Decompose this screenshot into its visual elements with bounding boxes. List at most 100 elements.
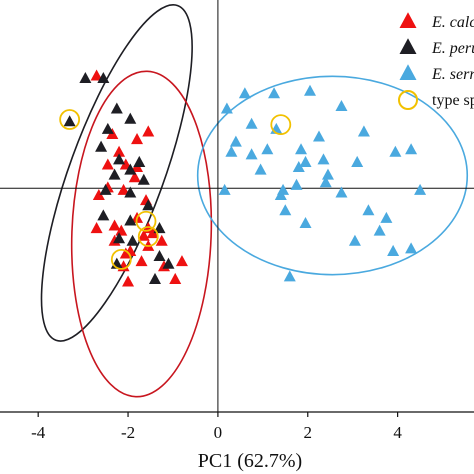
point-e-serr: [304, 84, 317, 96]
point-e-serr: [362, 204, 375, 216]
point-e-peru: [108, 168, 121, 180]
point-e-calc: [92, 188, 105, 201]
point-e-serr: [283, 270, 296, 282]
data-points: [59, 69, 427, 287]
type-specimen-marker: [59, 109, 81, 130]
point-e-serr: [348, 234, 361, 246]
point-e-serr: [321, 168, 334, 180]
x-tick-label: 0: [214, 423, 223, 442]
point-e-peru: [124, 112, 137, 124]
point-e-serr: [380, 211, 393, 223]
point-e-peru: [113, 232, 126, 244]
point-e-peru: [97, 209, 110, 221]
point-e-calc: [122, 275, 135, 287]
point-e-calc: [115, 224, 128, 236]
point-e-calc: [108, 219, 121, 231]
point-e-serr: [357, 125, 370, 137]
series-e-peru: [63, 71, 175, 284]
type-specimen-marker: [110, 249, 132, 270]
legend-marker: [399, 38, 417, 54]
x-tick-label: 2: [304, 423, 313, 442]
point-e-serr: [299, 155, 312, 167]
point-e-calc: [90, 222, 103, 234]
point-e-serr: [351, 155, 364, 167]
point-e-serr: [335, 186, 348, 198]
point-e-serr: [238, 87, 251, 99]
point-e-peru: [110, 102, 123, 114]
ellipse-e-peru: [40, 4, 193, 342]
x-axis-label: PC1 (62.7%): [198, 450, 302, 472]
legend-marker: [399, 12, 417, 28]
type-specimen-marker: [270, 114, 292, 136]
point-e-serr: [373, 224, 386, 236]
point-e-serr: [317, 153, 330, 165]
point-e-calc: [142, 125, 155, 137]
point-e-serr: [319, 176, 332, 188]
point-e-peru: [126, 234, 139, 246]
point-e-peru: [63, 115, 76, 127]
point-e-serr: [279, 204, 292, 216]
point-e-calc: [90, 69, 103, 81]
point-e-calc: [137, 229, 150, 241]
point-e-serr: [335, 99, 348, 112]
point-e-peru: [113, 153, 126, 165]
confidence-ellipses: [40, 4, 469, 398]
x-tick-label: -2: [121, 423, 135, 442]
point-e-serr: [245, 117, 258, 129]
point-e-serr: [261, 143, 274, 155]
ellipse-e-calc: [70, 70, 213, 398]
point-e-peru: [142, 199, 155, 211]
point-e-peru: [124, 163, 137, 175]
point-e-serr: [268, 87, 281, 99]
legend-marker: [398, 90, 418, 110]
point-e-peru: [124, 186, 137, 198]
type-specimen-marker: [137, 226, 159, 247]
x-tick-label: 4: [393, 423, 402, 442]
point-e-serr: [405, 242, 418, 254]
point-e-calc: [131, 133, 144, 145]
point-e-calc: [175, 255, 188, 267]
legend-item-e-peru: E. peru: [399, 38, 474, 57]
point-e-calc: [155, 234, 168, 246]
legend-label: E. calc: [431, 14, 474, 31]
x-tick-label: -4: [31, 423, 46, 442]
point-e-peru: [95, 140, 108, 152]
point-e-peru: [153, 250, 166, 262]
point-e-peru: [97, 71, 110, 84]
legend-label: E. serr: [431, 66, 474, 83]
point-e-calc: [169, 272, 182, 284]
point-e-peru: [162, 257, 175, 269]
point-e-serr: [274, 188, 287, 201]
legend-item-type-sp: type sp: [398, 90, 474, 110]
point-e-peru: [149, 272, 162, 284]
legend-label: E. peru: [431, 40, 474, 57]
series-e-serr: [218, 84, 427, 282]
point-e-serr: [387, 244, 400, 256]
point-e-serr: [292, 161, 305, 173]
point-e-calc: [135, 255, 148, 267]
point-e-calc: [128, 171, 141, 183]
point-e-peru: [99, 183, 112, 195]
point-e-serr: [405, 143, 418, 155]
point-e-calc: [113, 145, 126, 157]
legend-item-e-calc: E. calc: [399, 12, 474, 31]
type-specimen-marker: [135, 210, 157, 232]
legend: E. calc E. peru E. serr type sp: [398, 12, 474, 110]
point-e-peru: [124, 214, 137, 226]
point-e-serr: [229, 135, 242, 147]
point-e-peru: [101, 122, 114, 134]
point-e-serr: [414, 183, 427, 195]
point-e-serr: [220, 102, 233, 114]
ellipse-e-serr: [196, 75, 469, 276]
point-e-peru: [79, 71, 92, 84]
point-e-serr: [299, 216, 312, 228]
legend-marker: [399, 64, 417, 80]
point-e-peru: [137, 173, 150, 185]
point-e-serr: [295, 143, 308, 155]
point-e-serr: [225, 145, 238, 157]
point-e-calc: [117, 183, 130, 195]
point-e-serr: [218, 183, 231, 195]
series-type-sp: [59, 109, 292, 270]
point-e-serr: [245, 148, 258, 160]
